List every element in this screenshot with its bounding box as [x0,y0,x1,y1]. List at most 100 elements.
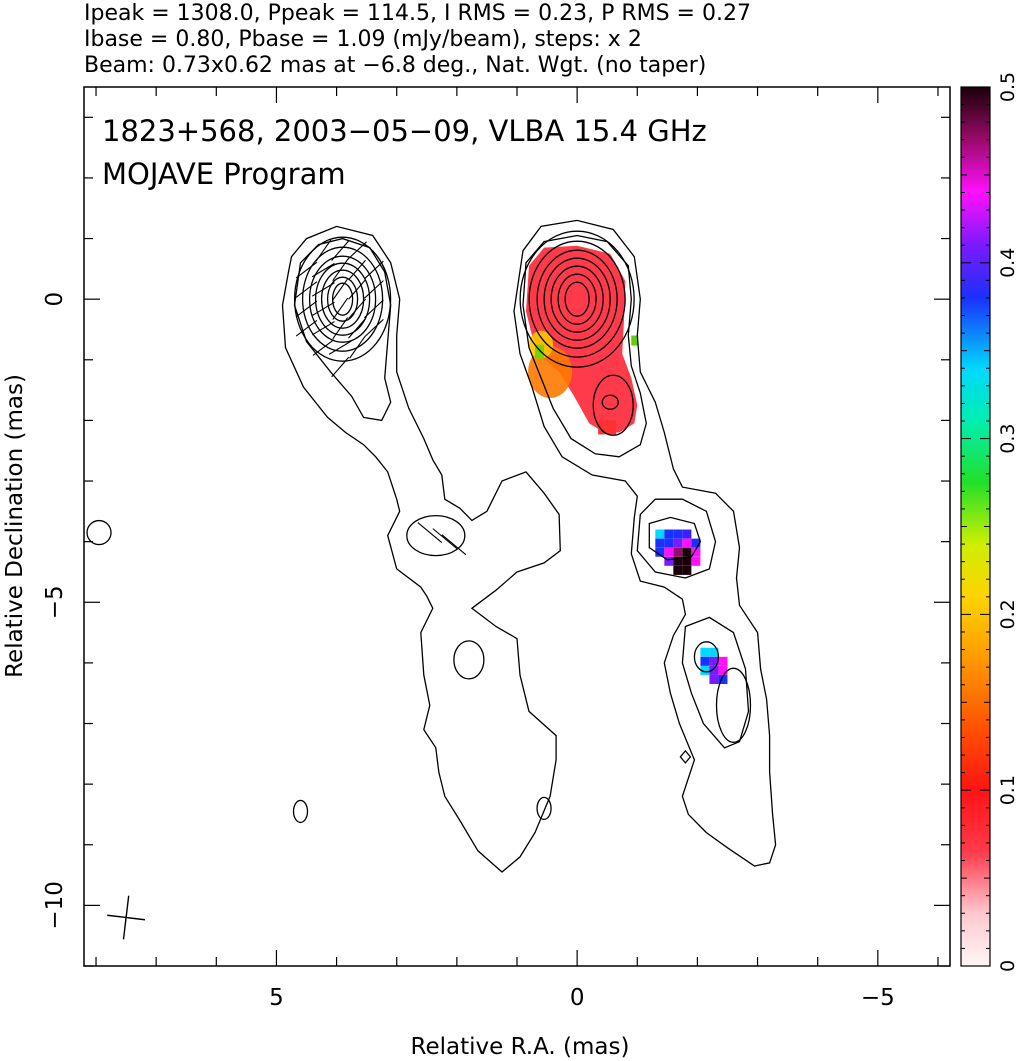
evpa-tick [312,339,335,356]
isolated-contour [536,796,552,821]
jet-outer-contour [281,225,561,873]
beam-minor-axis [107,914,146,921]
header-line-3: Beam: 0.73x0.62 mas at −6.8 deg., Nat. W… [84,53,706,78]
evpa-tick [331,356,350,378]
y-tick-label: −10 [42,881,68,930]
evpa-tick [348,259,366,281]
x-tick-label: 5 [269,985,284,1011]
colorbar-tick-label: 0 [997,960,1019,972]
evpa-tick [363,319,384,338]
evpa-tick [311,282,335,297]
evpa-tick [332,259,349,282]
pol-patch-core-edge [535,344,545,359]
pol-cell-knot-a [664,556,674,566]
beam-cross [107,895,146,940]
pol-cell-knot-a [673,538,683,548]
pol-cell-knot-a [691,538,701,548]
evpa-tick [347,241,367,260]
evpa-tick [441,534,467,556]
core-contour-4 [543,257,611,341]
fractional-pol-patches [526,245,728,685]
knot-b-core-contour [693,641,720,673]
source-label: 1823+568, 2003−05−09, VLBA 15.4 GHz [102,114,707,148]
evpa-tick [331,240,350,261]
jet-outer-contour [513,219,777,867]
pol-cell-knot-a [655,529,665,539]
pol-cell-knot-b [709,647,719,657]
core-contour-4 [314,262,371,336]
evpa-tick [363,280,384,299]
evpa-tick [332,297,349,320]
core-contour-3 [308,255,377,343]
pol-cell-knot-b [700,647,710,657]
evpa-tick [295,281,318,298]
pol-cell-knot-b [718,656,728,666]
pol-patch-core-edge [528,345,573,398]
pol-cell-knot-a [691,547,701,557]
axis-ticks [84,87,950,967]
x-tick-label: −5 [861,985,895,1011]
evpa-tick [363,260,384,280]
pol-cell-knot-a [682,556,692,566]
pol-patch-inner-jet [598,420,617,435]
core-contour-5 [320,269,365,329]
core-contour-1 [293,236,392,362]
pol-cell-knot-b [718,675,728,685]
y-tick-label: −5 [42,585,68,619]
pol-cell-knot-a [655,547,665,557]
evpa-tick [315,239,332,262]
evpa-tick [332,278,349,301]
core-contour-6 [326,276,359,322]
knot-a-outer-contour [636,498,717,579]
y-tick-label: 0 [42,292,68,307]
colorbar-ticks [961,86,990,967]
x-axis-label: Relative R.A. (mas) [411,1034,630,1060]
colorbar-labels: 0 0.1 0.2 0.3 0.4 0.5 [997,72,1019,972]
knot-a-inner-contour [648,516,702,561]
pol-cell-knot-a [664,547,674,557]
pol-cell-knot-a [682,529,692,539]
pol-cell-knot-a [664,538,674,548]
evpa-vectors [295,239,467,556]
core-contour-3 [536,249,618,349]
y-axis-label: Relative Declination (mas) [2,374,28,678]
axis-tick-labels: 5 0 −5 0 −5 −10 [42,292,895,1011]
knot-b-inner-contour [715,667,752,743]
evpa-tick [311,262,335,278]
evpa-tick [295,320,318,337]
jet-second-contour [293,237,392,422]
pol-cell-knot-b [709,665,719,675]
core-contour-6 [557,273,597,325]
pol-cell-knot-a [673,547,683,557]
evpa-tick [417,522,443,543]
core-contour-2 [528,240,626,358]
colorbar-tick-label: 0.3 [997,423,1019,453]
evpa-tick [332,317,349,340]
pol-cell-knot-a [682,538,692,548]
plot-frame [83,86,951,967]
knot-contour [453,640,485,680]
knot-contour [406,514,466,557]
isolated-contour [679,749,692,764]
evpa-tick [295,300,318,318]
knot-b-outer-contour [681,616,750,749]
colorbar-tick-label: 0.5 [997,72,1019,102]
isolated-contour [86,519,112,546]
isolated-contour [292,799,309,824]
pol-cell-knot-a [682,547,692,557]
pol-cell-knot-a [673,529,683,539]
pol-cell-knot-a [664,529,674,539]
intensity-contours [86,219,777,873]
core-contour-5 [550,265,604,333]
pol-cell-knot-b [718,665,728,675]
core-contour-7 [331,282,354,316]
evpa-tick [311,301,335,317]
evpa-tick [295,261,318,279]
evpa-tick [348,279,366,300]
evpa-tick [432,528,458,550]
pol-cell-knot-a [673,556,683,566]
colorbar-tick-label: 0.1 [997,775,1019,805]
evpa-tick [311,321,335,336]
header-line-1: Ipeak = 1308.0, Ppeak = 114.5, I RMS = 0… [84,1,751,26]
core-contour-7 [564,281,590,317]
